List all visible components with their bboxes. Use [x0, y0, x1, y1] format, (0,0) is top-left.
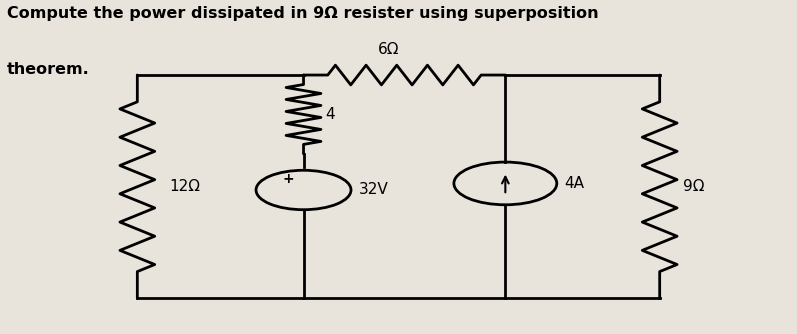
Text: 4: 4	[326, 107, 336, 122]
Text: +: +	[282, 172, 294, 186]
Text: 4A: 4A	[565, 176, 585, 191]
Text: 6Ω: 6Ω	[378, 42, 399, 57]
Text: theorem.: theorem.	[6, 62, 89, 77]
Text: 12Ω: 12Ω	[169, 179, 200, 194]
Text: 9Ω: 9Ω	[683, 179, 705, 194]
Text: Compute the power dissipated in 9Ω resister using superposition: Compute the power dissipated in 9Ω resis…	[6, 6, 599, 21]
Text: 32V: 32V	[359, 182, 389, 197]
